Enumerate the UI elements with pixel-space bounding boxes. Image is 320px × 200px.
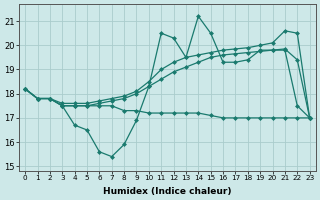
X-axis label: Humidex (Indice chaleur): Humidex (Indice chaleur) [103,187,232,196]
